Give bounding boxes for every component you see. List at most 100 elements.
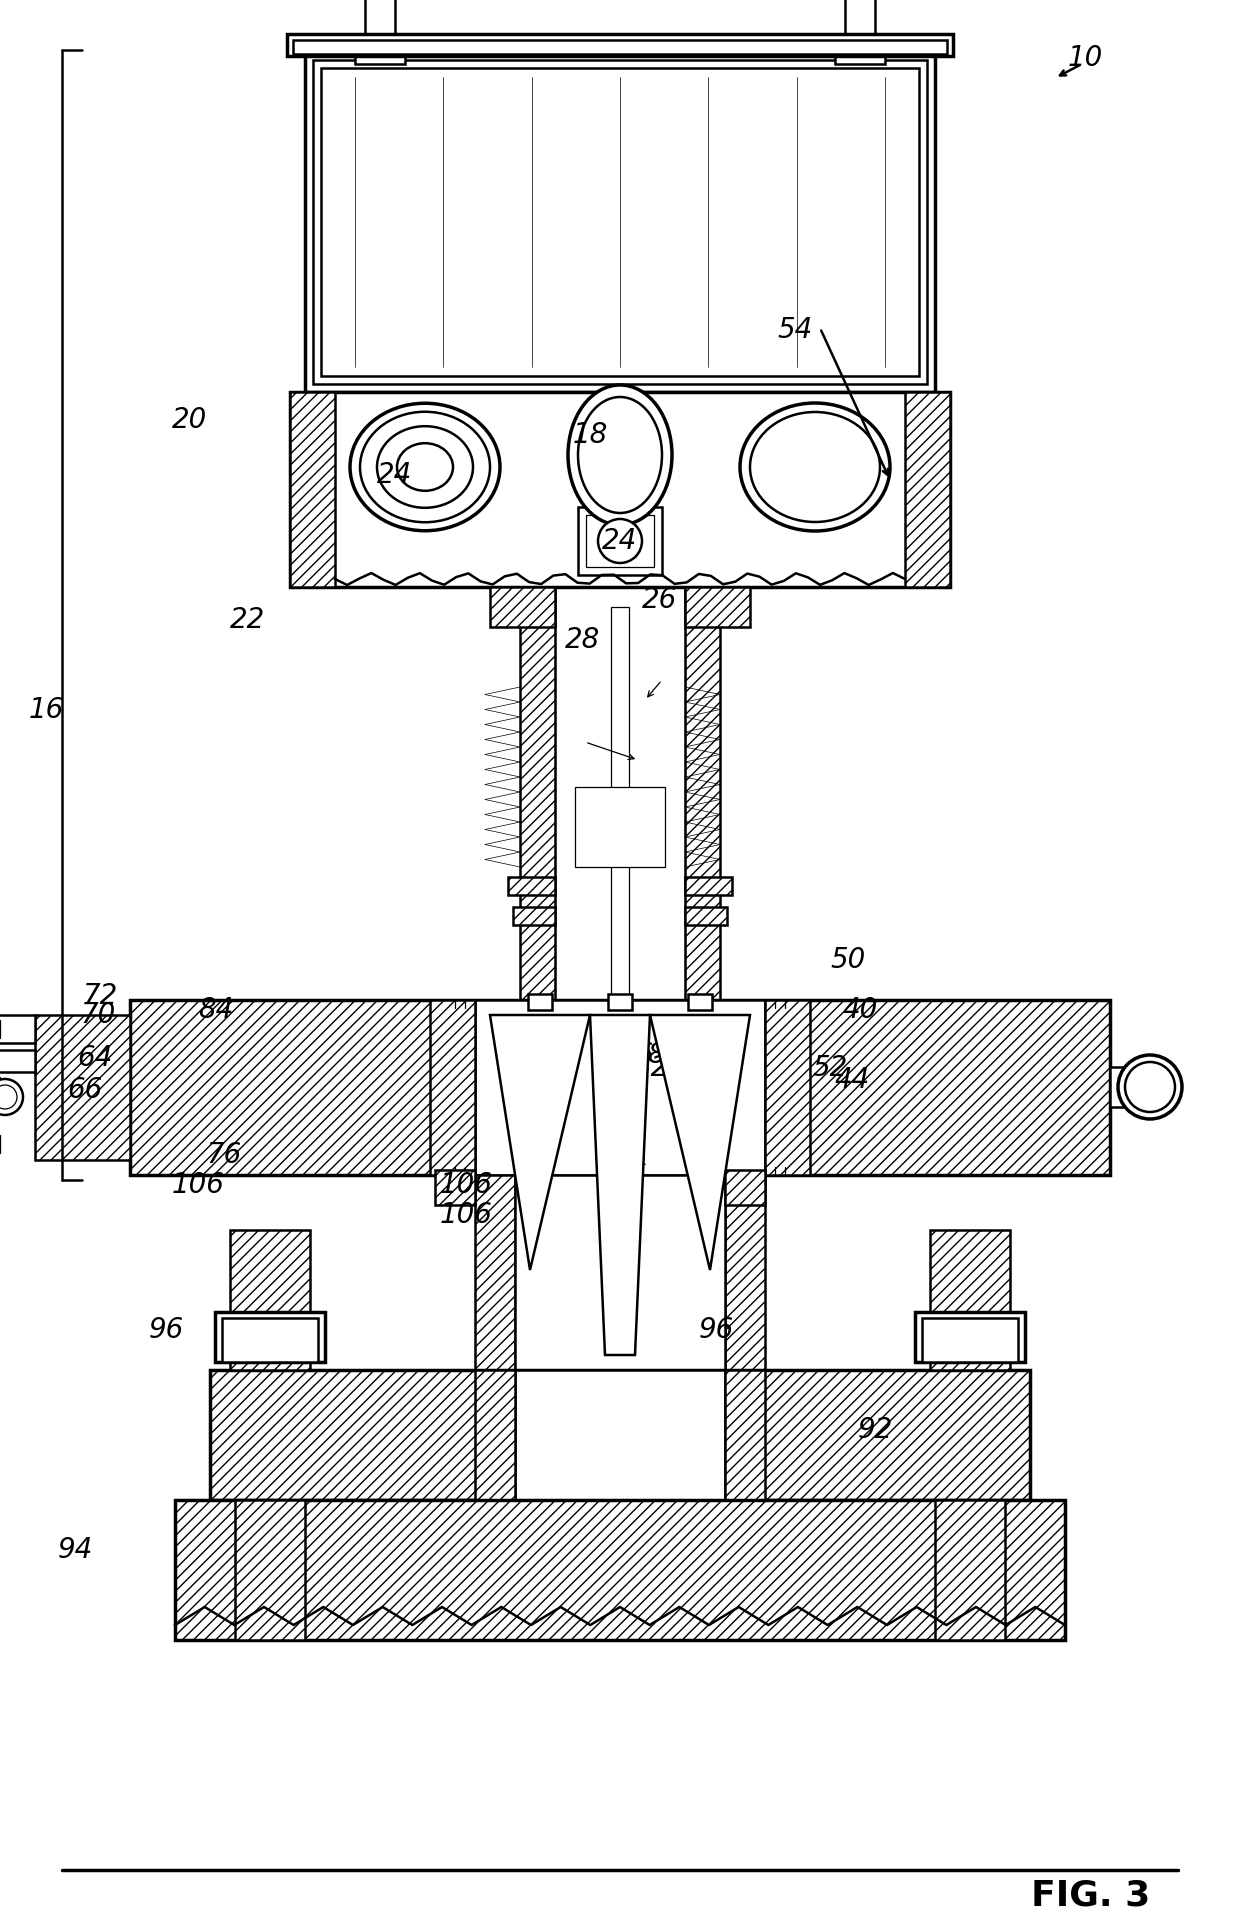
Text: 92: 92 — [857, 1417, 893, 1443]
Text: 28: 28 — [565, 627, 600, 653]
Circle shape — [1118, 1055, 1182, 1119]
Ellipse shape — [568, 384, 672, 525]
Bar — [575, 786, 665, 867]
Bar — [725, 1370, 765, 1499]
Text: 22: 22 — [231, 605, 265, 634]
Bar — [725, 1170, 765, 1205]
Ellipse shape — [740, 404, 890, 530]
Text: 20: 20 — [172, 406, 207, 434]
Polygon shape — [490, 1015, 590, 1270]
Text: 80: 80 — [647, 1042, 683, 1069]
Bar — [930, 1230, 1011, 1370]
Text: 44: 44 — [835, 1067, 869, 1094]
Bar — [293, 40, 947, 54]
Bar — [765, 999, 810, 1174]
Text: 106: 106 — [439, 1170, 492, 1199]
Circle shape — [1125, 1063, 1176, 1113]
Ellipse shape — [350, 404, 500, 530]
Bar — [515, 1174, 725, 1370]
Text: 40: 40 — [842, 996, 878, 1024]
Bar — [688, 994, 712, 1009]
Polygon shape — [650, 1015, 750, 1270]
Text: 94: 94 — [57, 1536, 93, 1565]
Text: FIG. 3: FIG. 3 — [1030, 1878, 1149, 1912]
Bar — [0, 1049, 35, 1072]
Text: 64: 64 — [77, 1044, 113, 1072]
Ellipse shape — [578, 398, 662, 513]
Bar — [515, 1370, 725, 1499]
Bar — [305, 52, 935, 392]
Bar — [175, 1499, 1065, 1639]
Bar — [355, 44, 405, 63]
Text: 96: 96 — [698, 1317, 734, 1343]
Text: 50: 50 — [831, 946, 866, 974]
Bar — [1110, 1067, 1149, 1107]
Bar — [475, 1370, 515, 1499]
Bar — [222, 1318, 317, 1363]
Bar — [528, 994, 552, 1009]
Ellipse shape — [377, 427, 472, 507]
Text: 84: 84 — [198, 996, 233, 1024]
Ellipse shape — [360, 411, 490, 523]
Bar — [321, 67, 919, 377]
Bar — [130, 999, 1110, 1174]
Text: 32: 32 — [635, 1053, 670, 1082]
Ellipse shape — [397, 444, 453, 490]
Bar — [923, 1318, 1018, 1363]
Bar — [215, 1313, 325, 1363]
Text: 16: 16 — [29, 696, 63, 725]
Text: 10: 10 — [1068, 44, 1102, 71]
Circle shape — [0, 1078, 24, 1115]
Bar — [935, 1499, 1004, 1639]
Bar — [520, 586, 556, 999]
Bar — [35, 1015, 130, 1161]
Bar — [430, 999, 475, 1174]
Bar — [587, 515, 653, 567]
Bar — [915, 1313, 1025, 1363]
Text: 54: 54 — [777, 315, 812, 344]
Bar — [229, 1230, 310, 1370]
Bar — [684, 876, 732, 896]
Text: 70: 70 — [81, 1001, 115, 1028]
Bar — [290, 392, 335, 586]
Bar — [684, 907, 727, 924]
Bar — [286, 35, 954, 56]
Bar — [475, 999, 765, 1174]
Text: 72: 72 — [82, 982, 118, 1009]
Bar — [210, 1370, 1030, 1499]
Text: 24: 24 — [603, 527, 637, 555]
Bar — [365, 0, 396, 54]
Text: 86: 86 — [677, 1042, 713, 1069]
Bar — [290, 392, 950, 586]
Text: 52: 52 — [812, 1053, 848, 1082]
Bar — [905, 392, 950, 586]
Polygon shape — [590, 1015, 650, 1355]
Bar — [513, 907, 556, 924]
Bar — [844, 0, 875, 54]
Polygon shape — [780, 432, 849, 502]
Bar — [475, 1174, 515, 1370]
Bar — [435, 1170, 475, 1205]
Text: 106: 106 — [171, 1170, 224, 1199]
Ellipse shape — [750, 411, 880, 523]
Text: 106: 106 — [439, 1201, 492, 1228]
Bar — [725, 1174, 765, 1370]
Bar — [578, 507, 662, 575]
Circle shape — [598, 519, 642, 563]
Text: 46: 46 — [619, 1042, 653, 1069]
Bar — [236, 1499, 305, 1639]
Text: 26: 26 — [642, 586, 677, 613]
Bar — [684, 586, 720, 999]
Bar — [611, 607, 629, 1071]
Bar — [608, 994, 632, 1009]
Text: 76: 76 — [206, 1142, 242, 1169]
Text: 24: 24 — [377, 461, 413, 488]
Bar — [0, 1015, 35, 1044]
Bar — [312, 60, 928, 384]
Bar — [490, 586, 556, 627]
Text: 66: 66 — [67, 1076, 103, 1103]
Bar — [835, 44, 885, 63]
Bar — [508, 876, 556, 896]
Text: 96: 96 — [149, 1317, 184, 1343]
Circle shape — [0, 1086, 17, 1109]
